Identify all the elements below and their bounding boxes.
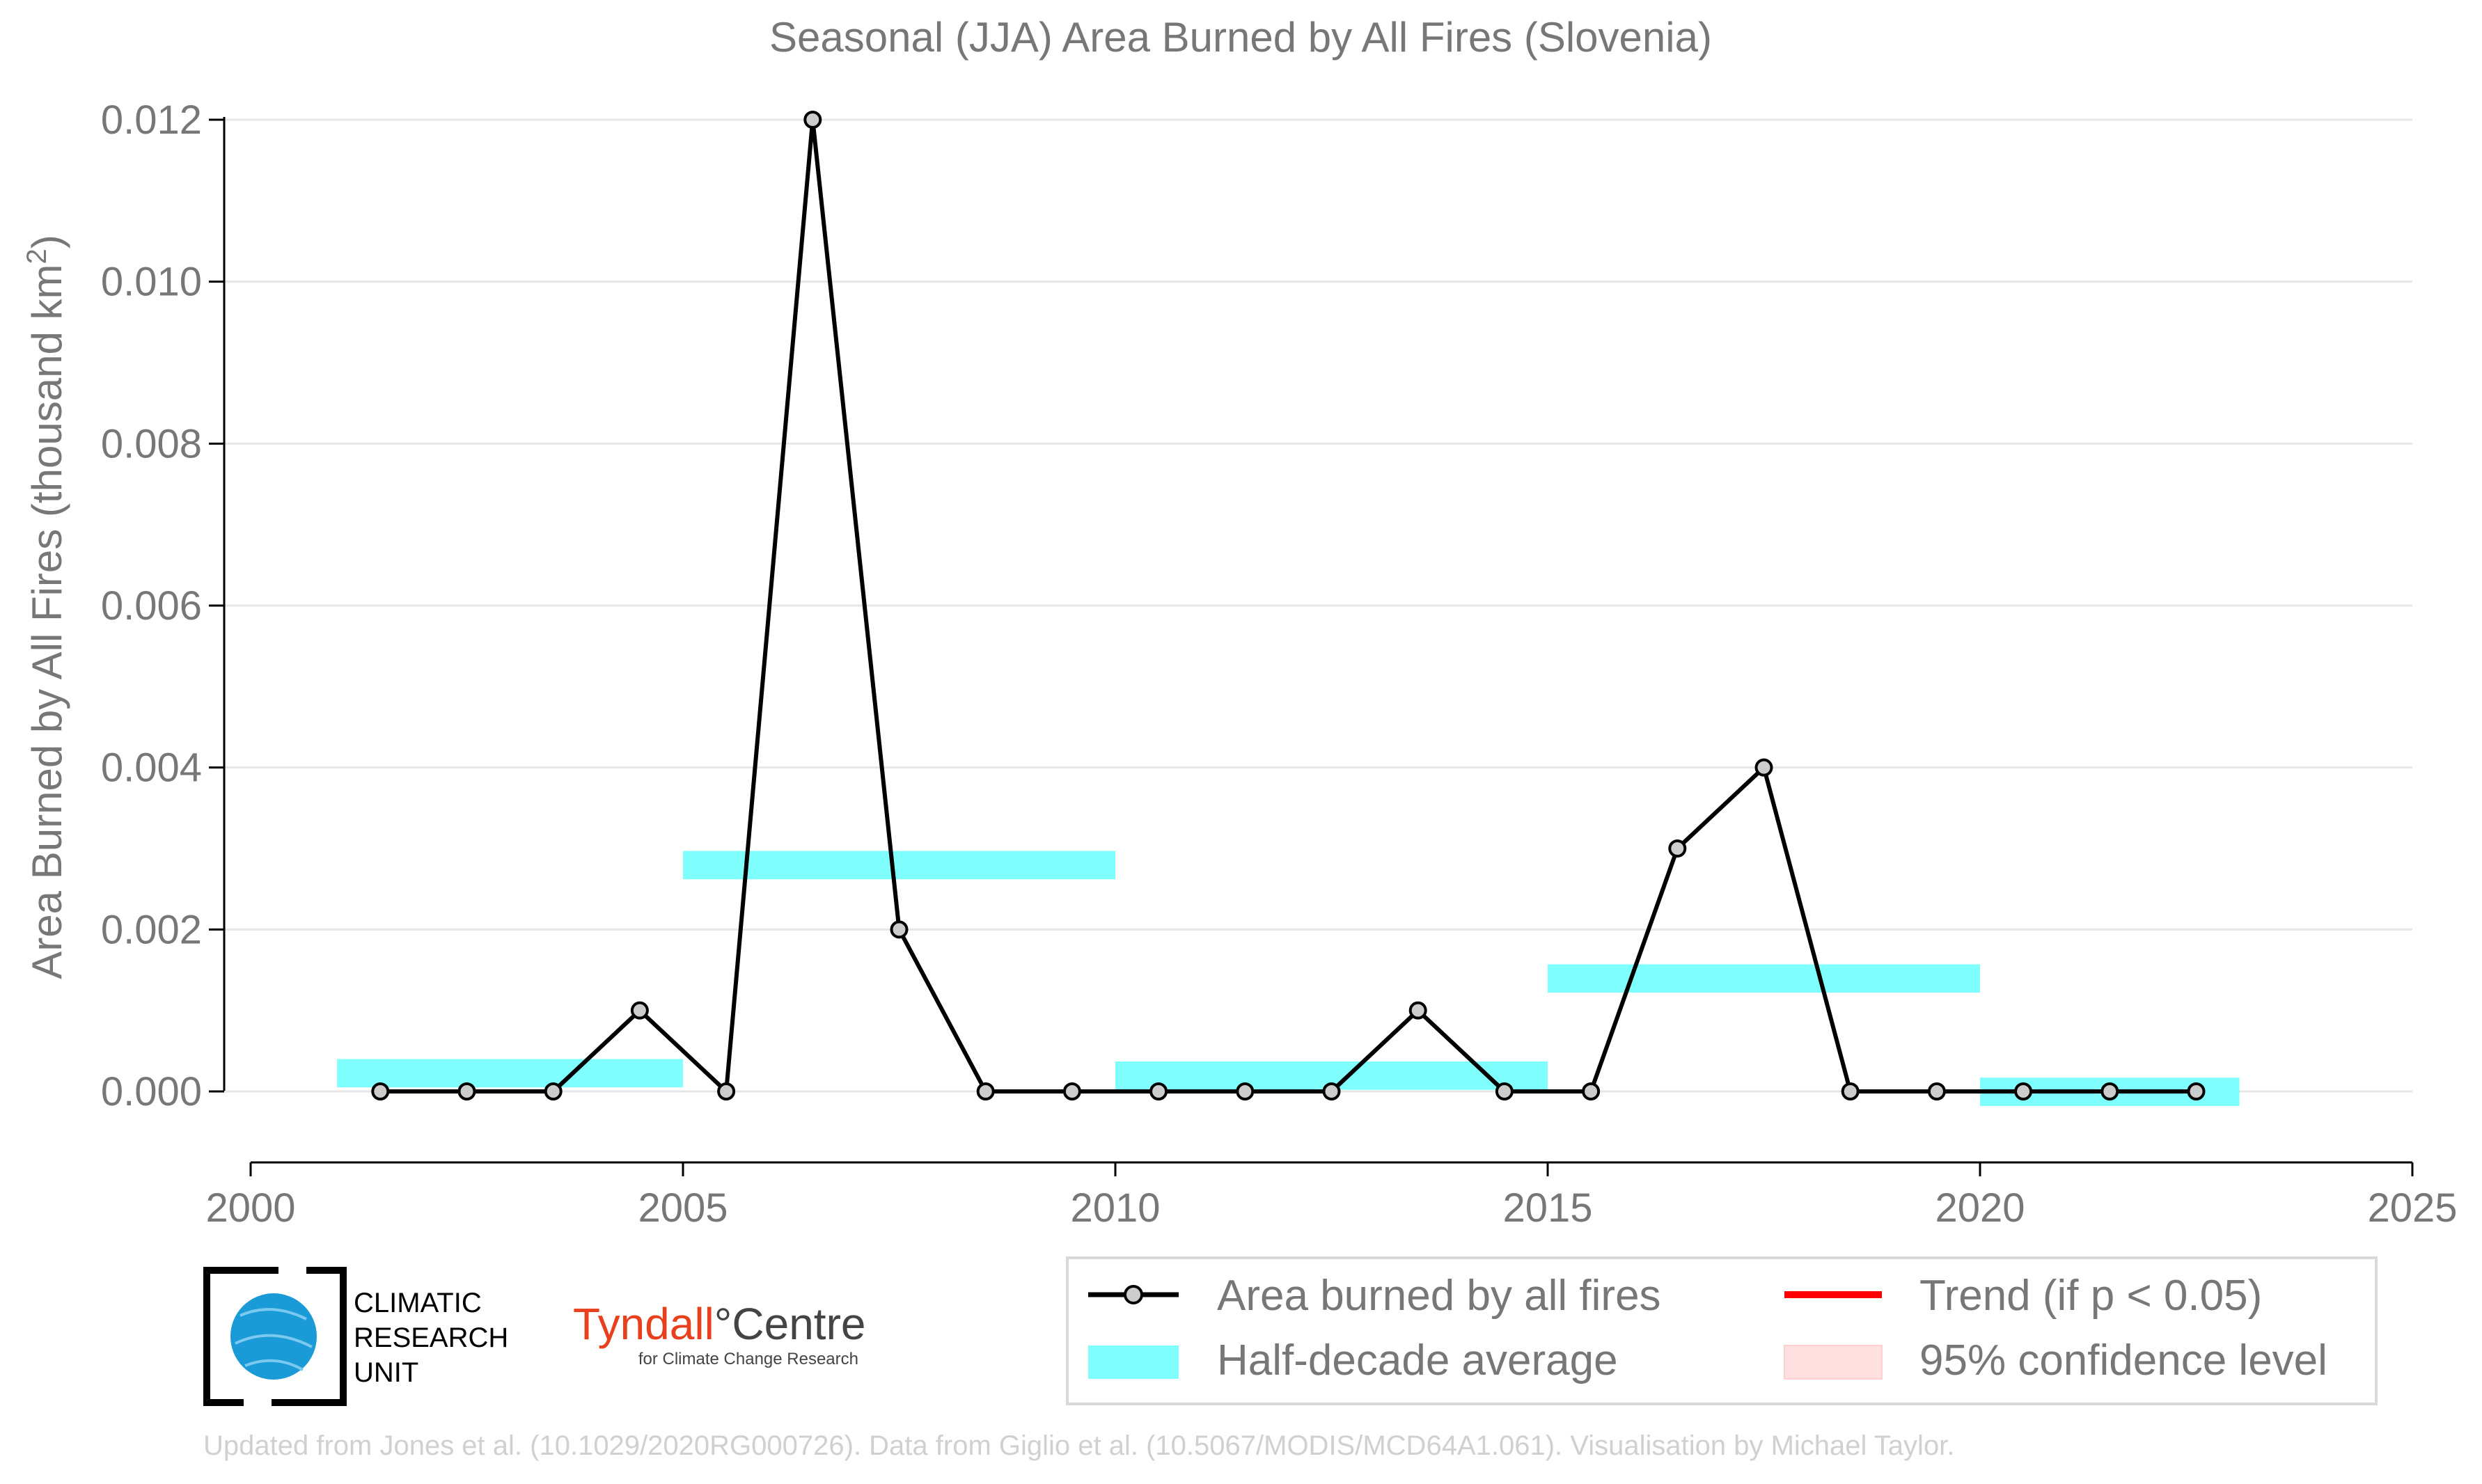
data-point xyxy=(1408,1001,1427,1020)
data-point xyxy=(1322,1082,1341,1100)
half-decade-average-bar xyxy=(1548,964,1980,993)
tyndall-logo-degree: ° xyxy=(714,1299,732,1349)
y-tick-label: 0.004 xyxy=(101,745,202,791)
legend-label-trend: Trend (if p < 0.05) xyxy=(1919,1272,2262,1320)
data-point xyxy=(1236,1082,1255,1100)
x-tick-label: 2025 xyxy=(2367,1185,2457,1231)
y-tick-label: 0.008 xyxy=(101,421,202,466)
y-axis-title-end: ) xyxy=(24,235,70,248)
tyndall-logo: Tyndall°Centre for Climate Change Resear… xyxy=(573,1299,865,1368)
half-decade-average-bar xyxy=(337,1059,683,1088)
tyndall-logo-name: Tyndall xyxy=(573,1299,714,1349)
legend: Area burned by all fires Trend (if p < 0… xyxy=(1066,1256,2378,1405)
x-tick-label: 2010 xyxy=(1070,1185,1160,1231)
data-point xyxy=(1495,1082,1514,1100)
data-point xyxy=(630,1001,649,1020)
half-decade-average-bar xyxy=(683,851,1115,880)
data-point xyxy=(2187,1082,2206,1100)
tyndall-logo-centre: Centre xyxy=(732,1299,865,1349)
data-point xyxy=(1841,1082,1860,1100)
cru-logo-line3: UNIT xyxy=(354,1357,418,1388)
data-point xyxy=(976,1082,995,1100)
data-point xyxy=(457,1082,476,1100)
x-tick-label: 2020 xyxy=(1935,1185,2025,1231)
cru-logo-bracket-left xyxy=(203,1267,278,1406)
y-axis-title: Area Burned by All Fires (thousand km2) xyxy=(22,235,70,979)
cru-logo-bracket-right xyxy=(272,1267,347,1406)
x-tick-label: 2015 xyxy=(1502,1185,1592,1231)
y-tick-label: 0.000 xyxy=(101,1069,202,1114)
data-point xyxy=(544,1082,563,1100)
tyndall-logo-subtitle: for Climate Change Research xyxy=(638,1350,858,1368)
series-line xyxy=(380,118,2197,1094)
data-point xyxy=(803,111,822,129)
data-point xyxy=(1582,1082,1601,1100)
chart-title: Seasonal (JJA) Area Burned by All Fires … xyxy=(769,14,1712,61)
data-point xyxy=(1754,758,1773,777)
legend-label-series: Area burned by all fires xyxy=(1217,1272,1661,1320)
y-tick-label: 0.006 xyxy=(101,583,202,629)
y-axis-ticks: 0.000 0.002 0.004 0.006 0.008 0.010 0.012 xyxy=(101,97,224,1114)
grid-lines xyxy=(224,118,2412,1093)
x-axis-ticks: 2000 2005 2010 2015 2020 2025 xyxy=(205,1162,2458,1231)
credit-text: Updated from Jones et al. (10.1029/2020R… xyxy=(203,1430,1954,1461)
data-point xyxy=(1668,839,1687,858)
legend-box xyxy=(1066,1256,2378,1405)
x-tick-label: 2005 xyxy=(638,1185,728,1231)
legend-label-half-decade: Half-decade average xyxy=(1217,1336,1618,1384)
data-point xyxy=(1149,1082,1168,1100)
y-tick-label: 0.010 xyxy=(101,260,202,305)
data-point xyxy=(2014,1082,2033,1100)
y-axis-title-main: Area Burned by All Fires (thousand km xyxy=(24,265,70,979)
legend-series-marker xyxy=(1124,1285,1143,1304)
data-point xyxy=(1062,1082,1081,1100)
tyndall-logo-wordmark: Tyndall°Centre xyxy=(573,1299,865,1349)
y-tick-label: 0.012 xyxy=(101,97,202,143)
globe-icon-swirl xyxy=(235,1308,313,1371)
area-burned-series xyxy=(371,111,2206,1100)
data-point xyxy=(890,920,909,939)
cru-logo: CLIMATIC RESEARCH UNIT xyxy=(203,1267,508,1406)
data-point xyxy=(1927,1082,1946,1100)
legend-half-decade-swatch xyxy=(1088,1345,1179,1379)
y-axis-title-superscript: 2 xyxy=(22,248,52,264)
y-tick-label: 0.002 xyxy=(101,907,202,952)
legend-label-confidence: 95% confidence level xyxy=(1919,1336,2327,1384)
data-point xyxy=(717,1082,736,1100)
data-point xyxy=(2100,1082,2119,1100)
data-point xyxy=(371,1082,390,1100)
cru-logo-line2: RESEARCH xyxy=(354,1323,508,1353)
cru-logo-line1: CLIMATIC xyxy=(354,1288,482,1318)
half-decade-average-bands xyxy=(337,851,2240,1106)
x-tick-label: 2000 xyxy=(205,1185,295,1231)
legend-confidence-swatch xyxy=(1784,1345,1883,1380)
